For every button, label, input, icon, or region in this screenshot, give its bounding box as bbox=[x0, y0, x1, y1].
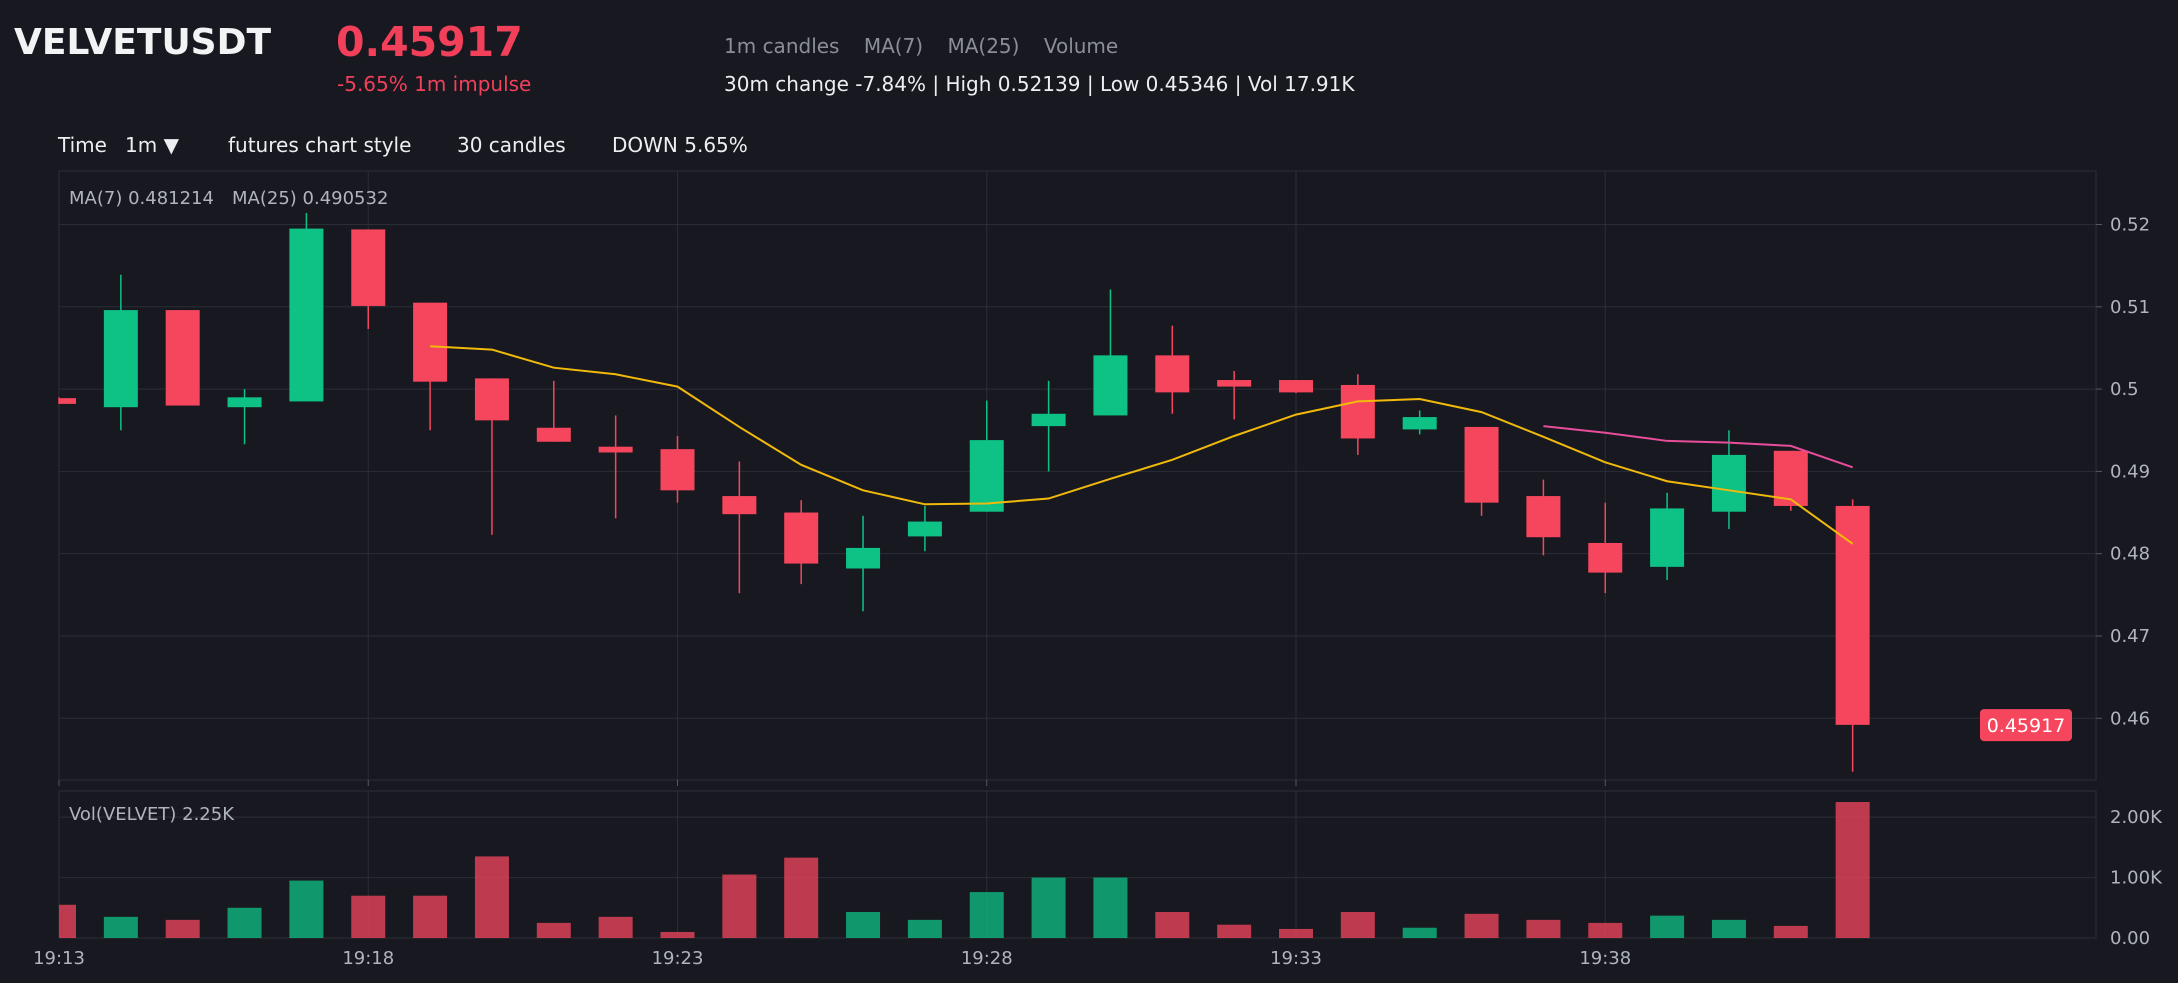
y-tick-label: 0.46 bbox=[2110, 708, 2150, 729]
volume-bar bbox=[474, 856, 509, 938]
ma7-line bbox=[430, 345, 1854, 545]
candle-body bbox=[1155, 355, 1190, 393]
candle-body bbox=[351, 229, 386, 306]
x-tick-label: 19:28 bbox=[961, 948, 1013, 969]
y-tick-label: 0.52 bbox=[2110, 214, 2150, 235]
volume-bar bbox=[1464, 913, 1499, 938]
volume-bar bbox=[784, 857, 819, 938]
volume-bar bbox=[1711, 919, 1746, 938]
volume-bar bbox=[165, 919, 200, 938]
last-price-tag-label: 0.45917 bbox=[1987, 715, 2066, 737]
volume-bar bbox=[1155, 912, 1190, 938]
candle-body bbox=[1650, 508, 1685, 567]
candle-body bbox=[1279, 380, 1313, 393]
x-tick-label: 19:13 bbox=[33, 948, 85, 969]
candle-body bbox=[969, 440, 1004, 512]
x-tick-label: 19:33 bbox=[1270, 948, 1322, 969]
volume-bar bbox=[660, 931, 695, 938]
volume-bar bbox=[1650, 915, 1685, 938]
candle-body bbox=[784, 512, 819, 564]
candle-body bbox=[1711, 454, 1746, 512]
y-tick-label: 0.49 bbox=[2110, 461, 2150, 482]
candle-body bbox=[1464, 426, 1499, 503]
volume-tick-label: 0.00 bbox=[2110, 928, 2150, 949]
volume-bar bbox=[1217, 924, 1252, 938]
chart-style-button[interactable]: futures chart style bbox=[228, 133, 412, 157]
volume-tick-label: 1.00K bbox=[2110, 868, 2163, 889]
impulse-change: -5.65% 1m impulse bbox=[337, 72, 532, 96]
last-price-tag bbox=[1980, 709, 2072, 742]
headline-ma25[interactable]: MA(25) bbox=[947, 34, 1020, 58]
y-tick-label: 0.5 bbox=[2110, 379, 2139, 400]
candle-body bbox=[1031, 413, 1066, 427]
candle-body bbox=[59, 398, 76, 404]
volume-legend: Vol(VELVET) 2.25K bbox=[69, 804, 235, 825]
volume-bar bbox=[351, 895, 386, 938]
volume-bar bbox=[1279, 928, 1313, 938]
volume-bar bbox=[1402, 927, 1437, 938]
volume-bar bbox=[722, 874, 757, 938]
volume-bar bbox=[1588, 922, 1623, 938]
ma25-line bbox=[1543, 425, 1853, 469]
candle-body bbox=[103, 310, 138, 408]
candle-count: 30 candles bbox=[457, 133, 566, 157]
volume-bar bbox=[1526, 919, 1561, 938]
volume-bar bbox=[907, 919, 942, 938]
x-tick-label: 19:38 bbox=[1579, 948, 1631, 969]
volume-bar bbox=[1340, 912, 1375, 938]
volume-bar bbox=[1031, 877, 1066, 938]
candle-body bbox=[907, 521, 942, 537]
candle-body bbox=[474, 378, 509, 421]
indicator-headline: 1m candles MA(7) MA(25) Volume bbox=[724, 34, 1136, 58]
volume-bar bbox=[1835, 802, 1870, 938]
candle-body bbox=[1588, 542, 1623, 573]
y-tick-label: 0.51 bbox=[2110, 297, 2150, 318]
volume-bar bbox=[289, 880, 324, 938]
candle-body bbox=[536, 427, 571, 442]
stats-summary: 30m change -7.84% | High 0.52139 | Low 0… bbox=[724, 72, 1355, 96]
candle-body bbox=[722, 496, 757, 515]
y-tick-label: 0.47 bbox=[2110, 626, 2150, 647]
volume-bar bbox=[1093, 877, 1128, 938]
candle-body bbox=[413, 302, 448, 382]
interval-dropdown[interactable]: 1m ▼ bbox=[125, 133, 179, 157]
candle-body bbox=[846, 547, 881, 569]
volume-bar bbox=[846, 912, 881, 938]
candle-body bbox=[1835, 505, 1870, 725]
volume-bar bbox=[598, 916, 633, 938]
volume-bar bbox=[227, 907, 262, 938]
candle-body bbox=[1217, 380, 1252, 387]
candle-body bbox=[227, 397, 262, 408]
last-price: 0.45917 bbox=[336, 18, 523, 66]
volume-bar bbox=[969, 892, 1004, 938]
headline-candles[interactable]: 1m candles bbox=[724, 34, 840, 58]
x-tick-label: 19:23 bbox=[652, 948, 704, 969]
volume-bar bbox=[536, 922, 571, 938]
time-label: Time bbox=[58, 133, 107, 157]
symbol-title: VELVETUSDT bbox=[14, 22, 272, 63]
candle-body bbox=[165, 310, 200, 406]
candle-body bbox=[289, 228, 324, 402]
y-tick-label: 0.48 bbox=[2110, 544, 2150, 565]
volume-bar bbox=[59, 904, 76, 938]
candle-body bbox=[1526, 496, 1561, 538]
volume-bar bbox=[1773, 925, 1808, 938]
volume-bar bbox=[413, 895, 448, 938]
headline-volume[interactable]: Volume bbox=[1043, 34, 1119, 58]
candle-body bbox=[1402, 417, 1437, 430]
headline-ma7[interactable]: MA(7) bbox=[863, 34, 924, 58]
volume-bar bbox=[103, 916, 138, 938]
candle-body bbox=[660, 449, 695, 491]
volume-tick-label: 2.00K bbox=[2110, 807, 2163, 828]
x-tick-label: 19:18 bbox=[342, 948, 394, 969]
ma7-legend: MA(7) 0.481214 bbox=[69, 188, 214, 209]
candle-body bbox=[598, 446, 633, 453]
ma25-legend: MA(25) 0.490532 bbox=[232, 188, 388, 209]
candle-body bbox=[1093, 355, 1128, 416]
direction-badge: DOWN 5.65% bbox=[612, 133, 748, 157]
candle-body bbox=[1340, 384, 1375, 439]
